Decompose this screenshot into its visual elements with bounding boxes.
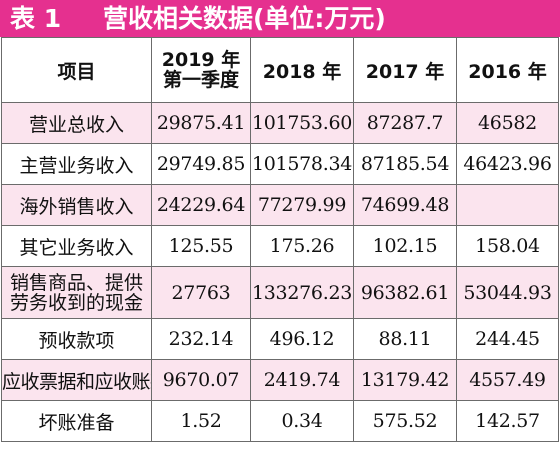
revenue-data-table: 项目 2019 年 第一季度 2018 年 2017 年 2016 年 营业总收…	[1, 37, 559, 442]
cell-2017: 575.52	[353, 400, 457, 442]
row-label: 应收票据和应收账款	[1, 359, 152, 401]
table-title-bar: 表 1 营收相关数据(单位:万元)	[0, 0, 560, 37]
cell-2019q1: 232.14	[151, 318, 251, 360]
cell-2019q1: 29749.85	[151, 143, 251, 185]
cell-2016: 244.45	[456, 318, 559, 360]
row-label: 坏账准备	[1, 400, 152, 442]
cell-2019q1: 29875.41	[151, 102, 251, 144]
cell-2016: 142.57	[456, 400, 559, 442]
row-label: 主营业务收入	[1, 143, 152, 185]
cell-2018: 175.26	[250, 225, 354, 267]
cell-2017: 74699.48	[353, 184, 457, 226]
cell-2016: 4557.49	[456, 359, 559, 401]
cell-2016: 46582	[456, 102, 559, 144]
cell-2018: 496.12	[250, 318, 354, 360]
header-row: 项目 2019 年 第一季度 2018 年 2017 年 2016 年	[1, 37, 559, 103]
header-2019q1-period: 第一季度	[162, 69, 239, 91]
row-label: 营业总收入	[1, 102, 152, 144]
row-label: 海外销售收入	[1, 184, 152, 226]
cell-2016	[456, 184, 559, 226]
header-2016: 2016 年	[456, 37, 559, 103]
table-row: 预收款项 232.14 496.12 88.11 244.45	[1, 318, 559, 360]
header-2019q1-year: 2019 年	[161, 49, 241, 71]
row-label-line1: 销售商品、提供	[9, 271, 143, 294]
cell-2019q1: 24229.64	[151, 184, 251, 226]
cell-2017: 13179.42	[353, 359, 457, 401]
cell-2018: 133276.23	[250, 266, 354, 319]
table-row: 营业总收入 29875.41 101753.60 87287.7 46582	[1, 102, 559, 144]
table-row: 主营业务收入 29749.85 101578.34 87185.54 46423…	[1, 143, 559, 185]
cell-2017: 96382.61	[353, 266, 457, 319]
table-row: 坏账准备 1.52 0.34 575.52 142.57	[1, 400, 559, 442]
table-row: 海外销售收入 24229.64 77279.99 74699.48	[1, 184, 559, 226]
cell-2018: 77279.99	[250, 184, 354, 226]
row-label-line2: 劳务收到的现金	[9, 291, 143, 314]
cell-2018: 101578.34	[250, 143, 354, 185]
table-row: 其它业务收入 125.55 175.26 102.15 158.04	[1, 225, 559, 267]
table-row: 应收票据和应收账款 9670.07 2419.74 13179.42 4557.…	[1, 359, 559, 401]
cell-2019q1: 125.55	[151, 225, 251, 267]
cell-2016: 46423.96	[456, 143, 559, 185]
header-2017: 2017 年	[353, 37, 457, 103]
table-row: 销售商品、提供 劳务收到的现金 27763 133276.23 96382.61…	[1, 266, 559, 319]
header-2019q1: 2019 年 第一季度	[151, 37, 251, 103]
row-label: 销售商品、提供 劳务收到的现金	[1, 266, 152, 319]
cell-2017: 87185.54	[353, 143, 457, 185]
cell-2019q1: 27763	[151, 266, 251, 319]
cell-2018: 2419.74	[250, 359, 354, 401]
cell-2017: 87287.7	[353, 102, 457, 144]
cell-2017: 102.15	[353, 225, 457, 267]
cell-2018: 0.34	[250, 400, 354, 442]
cell-2017: 88.11	[353, 318, 457, 360]
cell-2016: 53044.93	[456, 266, 559, 319]
header-item: 项目	[1, 37, 152, 103]
row-label: 预收款项	[1, 318, 152, 360]
table-title: 营收相关数据(单位:万元)	[103, 4, 386, 33]
cell-2016: 158.04	[456, 225, 559, 267]
header-2018: 2018 年	[250, 37, 354, 103]
cell-2019q1: 9670.07	[151, 359, 251, 401]
table-number: 表 1	[10, 4, 62, 33]
cell-2018: 101753.60	[250, 102, 354, 144]
row-label: 其它业务收入	[1, 225, 152, 267]
cell-2019q1: 1.52	[151, 400, 251, 442]
